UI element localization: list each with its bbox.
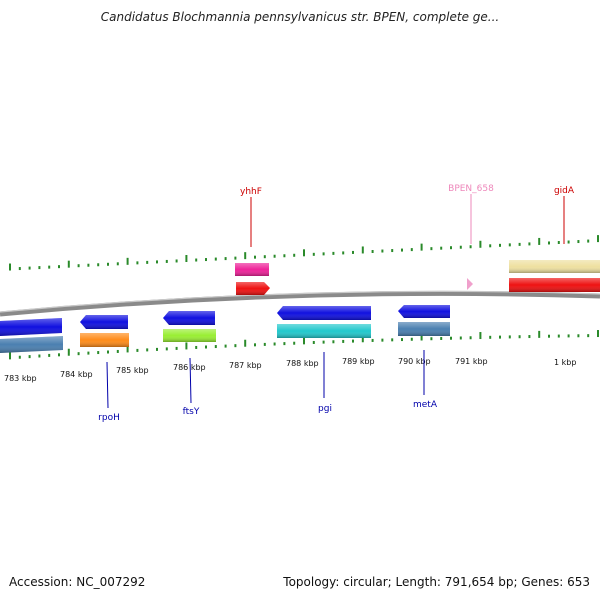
feature-metA-b[interactable] <box>398 322 450 336</box>
scale-label: 1 kbp <box>554 358 576 367</box>
scale-label: 789 kbp <box>342 357 375 366</box>
gene-label-gidA[interactable]: gidA <box>554 186 575 196</box>
scale-label: 783 kbp <box>4 374 37 383</box>
feature-pgi-b[interactable] <box>277 324 371 338</box>
feature-yhhF[interactable] <box>236 282 270 295</box>
gene-label-yhhF[interactable]: yhhF <box>240 187 262 197</box>
gene-label-pgi[interactable]: pgi <box>318 404 332 414</box>
gene-label-ftsY[interactable]: ftsY <box>183 407 200 417</box>
feature-ftsY-b[interactable] <box>163 329 216 342</box>
feature-metA[interactable] <box>398 305 450 318</box>
feature-rpoH-b[interactable] <box>80 333 129 347</box>
feature-pgi[interactable] <box>277 306 371 320</box>
bottom-gene-labels: rpoH ftsY pgi metA <box>98 350 438 423</box>
feature-blue-left[interactable] <box>0 318 62 336</box>
scale-label: 786 kbp <box>173 363 206 372</box>
genome-backbone <box>0 290 600 317</box>
top-gene-labels: yhhF BPEN_658 gidA <box>240 184 575 247</box>
feature-gidA-a[interactable] <box>509 260 600 273</box>
gene-label-metA[interactable]: metA <box>413 400 438 410</box>
scale-label: 784 kbp <box>60 370 93 379</box>
scale-label: 788 kbp <box>286 359 319 368</box>
feature-ftsY[interactable] <box>163 311 215 325</box>
feature-BPEN_658[interactable] <box>467 278 473 290</box>
gene-label-rpoH[interactable]: rpoH <box>98 413 120 423</box>
outer-scale-ticks <box>9 235 599 271</box>
accession-text: Accession: NC_007292 <box>9 575 146 589</box>
scale-label: 785 kbp <box>116 366 149 375</box>
scale-label: 791 kbp <box>455 357 488 366</box>
topology-summary: Topology: circular; Length: 791,654 bp; … <box>283 575 590 589</box>
scale-labels: 783 kbp 784 kbp 785 kbp 786 kbp 787 kbp … <box>4 357 576 383</box>
scale-label: 787 kbp <box>229 361 262 370</box>
feature-yhhF-a[interactable] <box>235 263 269 276</box>
scale-label: 790 kbp <box>398 357 431 366</box>
feature-rpoH[interactable] <box>80 315 128 329</box>
gene-label-BPEN_658[interactable]: BPEN_658 <box>448 184 494 194</box>
inner-scale-ticks <box>9 330 599 360</box>
feature-steel-left[interactable] <box>0 336 63 353</box>
feature-gidA[interactable] <box>509 278 600 292</box>
map-title: Candidatus Blochmannia pennsylvanicus st… <box>100 10 500 24</box>
